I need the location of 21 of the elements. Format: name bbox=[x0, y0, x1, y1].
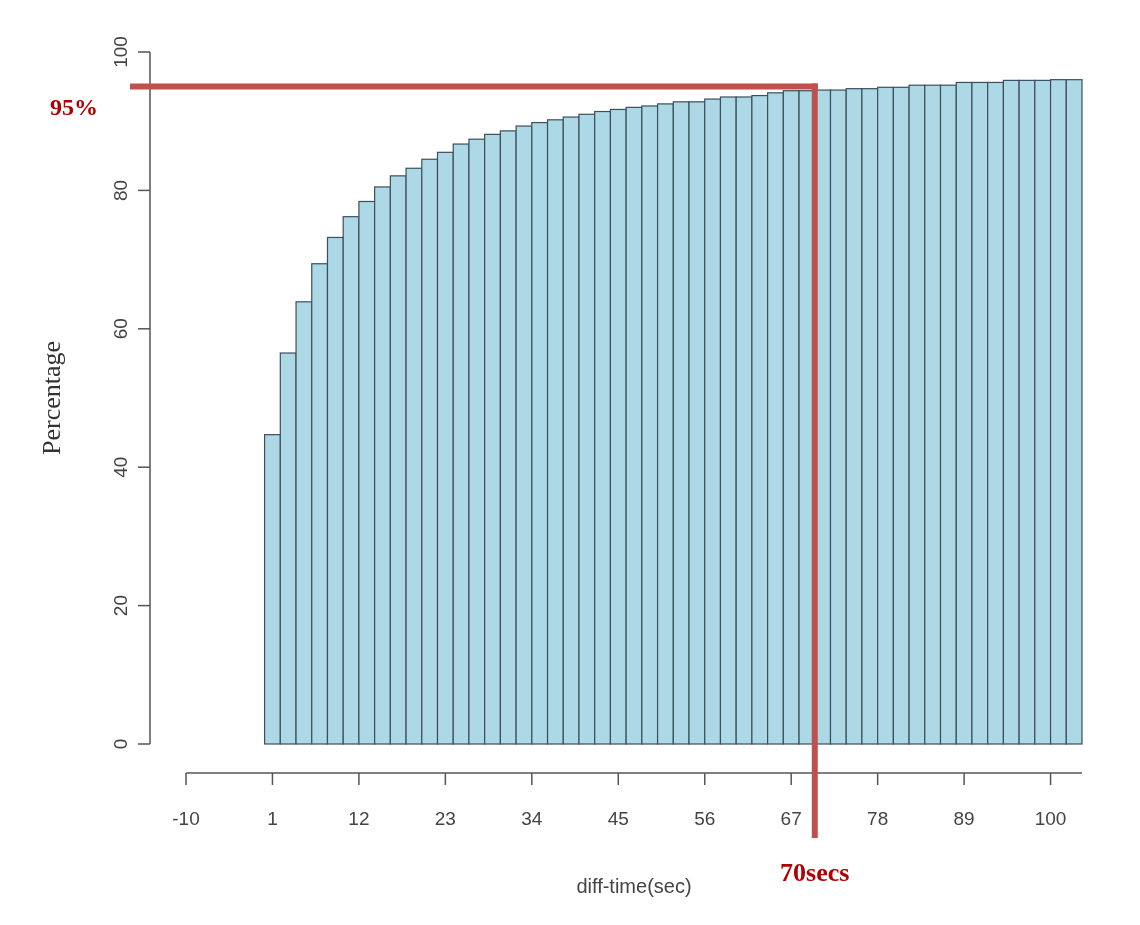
y-tick-label: 80 bbox=[109, 179, 131, 201]
x-tick-label: 12 bbox=[348, 808, 370, 829]
x-tick-label: 45 bbox=[607, 808, 629, 829]
x-tick-label: 100 bbox=[1034, 808, 1067, 829]
y-tick-label: 40 bbox=[109, 456, 131, 478]
y-tick-label: 60 bbox=[109, 318, 131, 340]
x-tick-label: 23 bbox=[434, 808, 456, 829]
y-tick-label: 0 bbox=[109, 738, 131, 750]
x-tick-label: 56 bbox=[694, 808, 716, 829]
ref-line-label: 70secs bbox=[780, 858, 850, 887]
x-tick-label: 78 bbox=[867, 808, 889, 829]
y-tick-label: 20 bbox=[109, 595, 131, 617]
y-tick-label: 100 bbox=[109, 36, 131, 68]
y-axis-title: Percentage bbox=[37, 340, 66, 456]
x-axis-title: diff-time(sec) bbox=[576, 875, 692, 897]
x-tick-label: -10 bbox=[172, 808, 200, 829]
x-tick-label: 67 bbox=[780, 808, 802, 829]
x-tick-label: 34 bbox=[521, 808, 543, 829]
ref-line-label: 95% bbox=[50, 93, 98, 120]
x-tick-label: 89 bbox=[953, 808, 975, 829]
x-tick-label: 1 bbox=[267, 808, 278, 829]
